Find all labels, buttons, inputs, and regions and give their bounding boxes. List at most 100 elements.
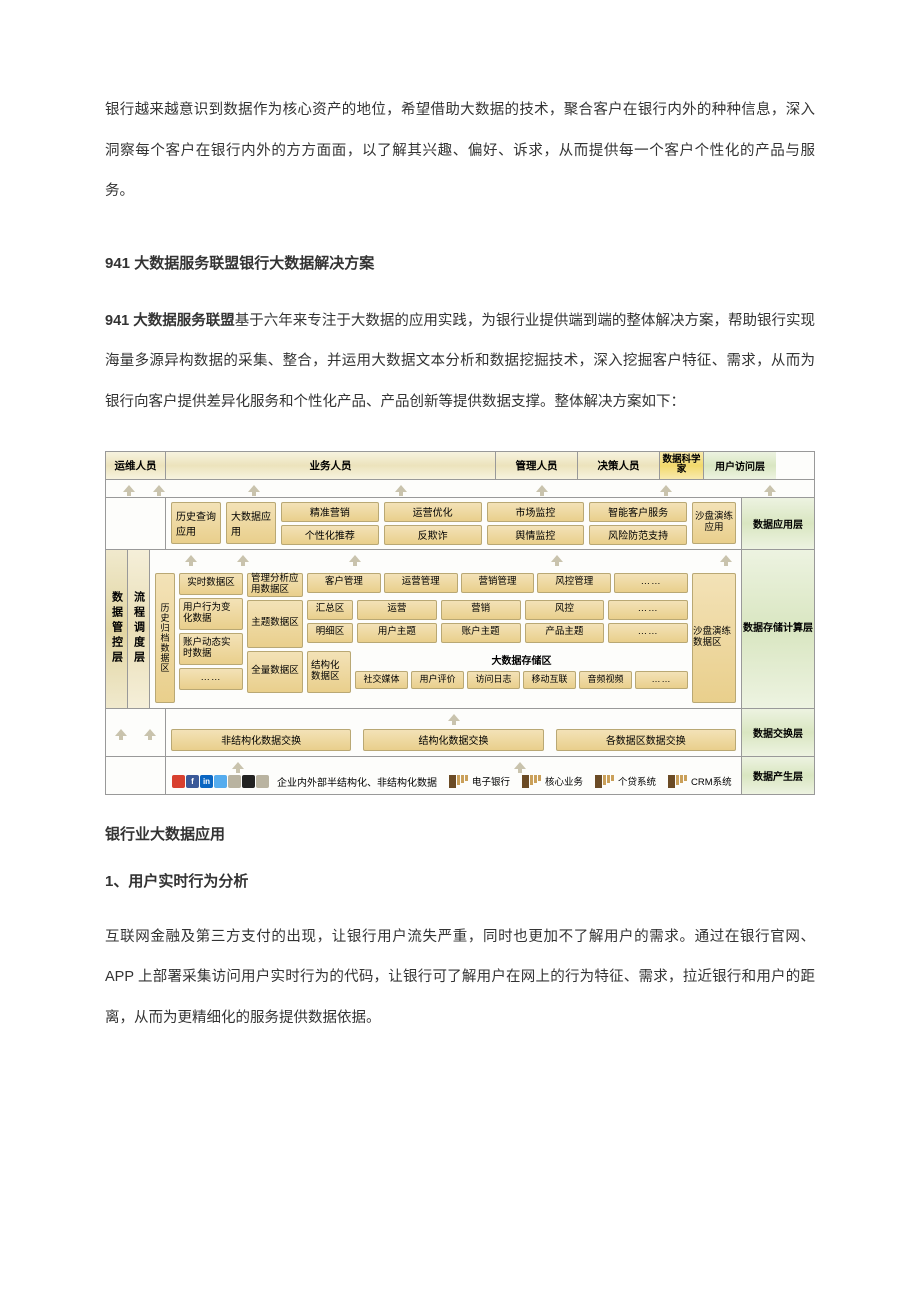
label-ebank: 电子银行 bbox=[472, 774, 510, 788]
block-sum-mkt: 营销 bbox=[441, 600, 521, 620]
arrow-up-icon bbox=[237, 555, 249, 562]
device-icon bbox=[242, 775, 255, 788]
block-sentiment: 舆情监控 bbox=[487, 525, 585, 545]
block-av: 音频视频 bbox=[579, 671, 632, 689]
gen-left-text: 企业内外部半结构化、非结构化数据 bbox=[277, 774, 437, 789]
block-dots: …… bbox=[614, 573, 688, 593]
block-unstruct-exchange: 非结构化数据交换 bbox=[171, 729, 351, 751]
block-mobile: 移动互联 bbox=[523, 671, 576, 689]
block-bigdata-app: 大数据应用 bbox=[226, 502, 276, 544]
solution-paragraph: 941 大数据服务联盟基于六年来专注于大数据的应用实践，为银行业提供端到端的整体… bbox=[105, 301, 815, 423]
item1-paragraph: 互联网金融及第三方支付的出现，让银行用户流失严重，同时也更加不了解用户的需求。通… bbox=[105, 917, 815, 1039]
block-risk-mgmt: 风控管理 bbox=[537, 573, 611, 593]
block-struct-exchange: 结构化数据交换 bbox=[363, 729, 543, 751]
data-exchange-row: 非结构化数据交换 结构化数据交换 各数据区数据交换 数据交换层 bbox=[106, 709, 814, 757]
block-full-data: 全量数据区 bbox=[247, 651, 303, 693]
arrow-up-icon bbox=[660, 485, 672, 492]
data-app-row: 历史查询应用 大数据应用 精准营销 运营优化 市场监控 智能客户服务 个性化推荐… bbox=[106, 498, 814, 550]
facebook-icon: f bbox=[186, 775, 199, 788]
label-loan: 个贷系统 bbox=[618, 774, 656, 788]
block-sum-risk: 风控 bbox=[525, 600, 605, 620]
exchange-mid: 非结构化数据交换 结构化数据交换 各数据区数据交换 bbox=[166, 709, 742, 756]
gen-mid: f in 企业内外部半结构化、非结构化数据 电子银行 核心业务 bbox=[166, 757, 742, 794]
app-mid: 历史查询应用 大数据应用 精准营销 运营优化 市场监控 智能客户服务 个性化推荐… bbox=[166, 498, 742, 549]
block-sandbox-app: 沙盘演练应用 bbox=[692, 502, 736, 544]
tag-exchange-layer: 数据交换层 bbox=[742, 709, 814, 756]
block-realtime: 实时数据区 bbox=[179, 573, 243, 595]
system-loan: 个贷系统 bbox=[595, 774, 656, 788]
block-dots: …… bbox=[608, 600, 688, 620]
social-icon-strip: f in bbox=[172, 775, 269, 788]
arrow-up-icon bbox=[248, 485, 260, 492]
col-data-govern: 数据管控层 bbox=[106, 550, 128, 708]
block-acct-topic: 账户主题 bbox=[441, 623, 521, 643]
block-area-exchange: 各数据区数据交换 bbox=[556, 729, 736, 751]
label-core: 核心业务 bbox=[545, 774, 583, 788]
arrow-up-icon bbox=[720, 555, 732, 562]
block-antifraud: 反欺诈 bbox=[384, 525, 482, 545]
block-logs: 访问日志 bbox=[467, 671, 520, 689]
cell-mgr: 管理人员 bbox=[496, 452, 578, 479]
youtube-icon bbox=[172, 775, 185, 788]
tag-gen-layer: 数据产生层 bbox=[742, 757, 814, 794]
system-ebank: 电子银行 bbox=[449, 774, 510, 788]
arrow-up-icon bbox=[153, 485, 165, 492]
arrow-up-icon bbox=[514, 762, 526, 769]
arrow-up-icon bbox=[764, 485, 776, 492]
block-summary: 汇总区 bbox=[307, 600, 353, 620]
data-compute-row: 数据管控层 流程调度层 历史归档数据区 实时数据区 用户行为变化数据 账户动态实… bbox=[106, 550, 814, 709]
intro-paragraph: 银行越来越意识到数据作为核心资产的地位，希望借助大数据的技术，聚合客户在银行内外… bbox=[105, 90, 815, 212]
block-sandbox-data: 沙盘演练数据区 bbox=[692, 573, 736, 703]
col-history-archive: 历史归档数据区 bbox=[155, 573, 175, 703]
block-market-monitor: 市场监控 bbox=[487, 502, 585, 522]
app-left-stub bbox=[106, 498, 166, 549]
block-detail: 明细区 bbox=[307, 623, 353, 643]
block-smart-service: 智能客户服务 bbox=[589, 502, 687, 522]
data-gen-row: f in 企业内外部半结构化、非结构化数据 电子银行 核心业务 bbox=[106, 757, 814, 794]
block-dots: …… bbox=[608, 623, 688, 643]
solution-lead: 941 大数据服务联盟 bbox=[105, 313, 235, 329]
block-struct-data: 结构化数据区 bbox=[307, 651, 351, 693]
cell-sci: 数据科学家 bbox=[660, 452, 704, 479]
arrow-up-icon bbox=[185, 555, 197, 562]
label-crm: CRM系统 bbox=[691, 774, 732, 788]
block-risk-support: 风险防范支持 bbox=[589, 525, 687, 545]
arrow-up-icon bbox=[349, 555, 361, 562]
block-history-query: 历史查询应用 bbox=[171, 502, 221, 544]
block-sum-ops: 运营 bbox=[357, 600, 437, 620]
block-user-topic: 用户主题 bbox=[357, 623, 437, 643]
tag-compute-layer: 数据存储计算层 bbox=[742, 550, 814, 708]
block-social: 社交媒体 bbox=[355, 671, 408, 689]
section-heading: 941 大数据服务联盟银行大数据解决方案 bbox=[105, 252, 815, 273]
arrow-up-icon bbox=[144, 729, 156, 736]
block-dots: …… bbox=[635, 671, 688, 689]
block-review: 用户评价 bbox=[411, 671, 464, 689]
block-dots: …… bbox=[179, 668, 243, 690]
gen-left-stub bbox=[106, 757, 166, 794]
system-core: 核心业务 bbox=[522, 774, 583, 788]
arrow-up-icon bbox=[536, 485, 548, 492]
block-mkt-mgmt: 营销管理 bbox=[461, 573, 535, 593]
block-user-behavior: 用户行为变化数据 bbox=[179, 598, 243, 630]
cell-dec: 决策人员 bbox=[578, 452, 660, 479]
arrow-up-icon bbox=[448, 714, 460, 721]
tag-data-app-layer: 数据应用层 bbox=[742, 498, 814, 549]
cell-ops: 运维人员 bbox=[106, 452, 166, 479]
twitter-icon bbox=[214, 775, 227, 788]
block-bigdata-storage: 大数据存储区 bbox=[355, 651, 688, 668]
exchange-arrows bbox=[106, 709, 166, 756]
arrow-up-icon bbox=[551, 555, 563, 562]
item1-heading: 1、用户实时行为分析 bbox=[105, 870, 815, 891]
arrow-up-icon bbox=[123, 485, 135, 492]
block-account-dyn: 账户动态实时数据 bbox=[179, 633, 243, 665]
col-process-schedule: 流程调度层 bbox=[128, 550, 150, 708]
compute-mid: 历史归档数据区 实时数据区 用户行为变化数据 账户动态实时数据 …… 管理分析应… bbox=[150, 550, 742, 708]
arrow-up-icon bbox=[115, 729, 127, 736]
arrow-up-icon bbox=[395, 485, 407, 492]
block-mgmt-analysis: 管理分析应用数据区 bbox=[247, 573, 303, 597]
user-access-row: 运维人员 业务人员 管理人员 决策人员 数据科学家 用户访问层 bbox=[106, 452, 814, 480]
arrows-row-1 bbox=[106, 480, 814, 498]
block-ops-mgmt: 运营管理 bbox=[384, 573, 458, 593]
block-topic-area: 主题数据区 bbox=[247, 600, 303, 648]
block-prod-topic: 产品主题 bbox=[525, 623, 605, 643]
